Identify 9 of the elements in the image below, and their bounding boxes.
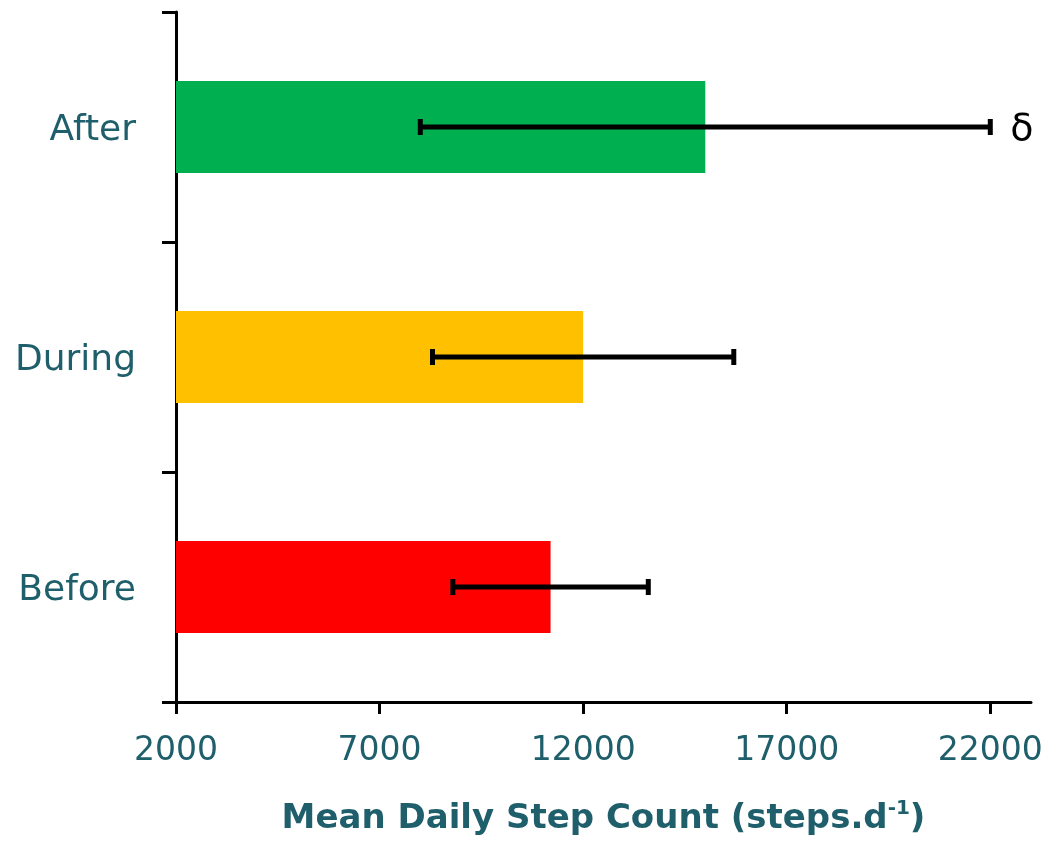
x-tick-label: 2000 xyxy=(134,729,218,768)
y-tick-label: Before xyxy=(18,566,136,608)
x-tick-label: 17000 xyxy=(734,729,840,768)
x-tick-label: 22000 xyxy=(937,729,1043,768)
x-tick-label: 7000 xyxy=(337,729,422,768)
y-tick-label: After xyxy=(49,106,137,148)
y-tick-label: During xyxy=(14,336,136,378)
x-tick-label: 12000 xyxy=(530,729,636,768)
annotation: δ xyxy=(1010,105,1034,149)
